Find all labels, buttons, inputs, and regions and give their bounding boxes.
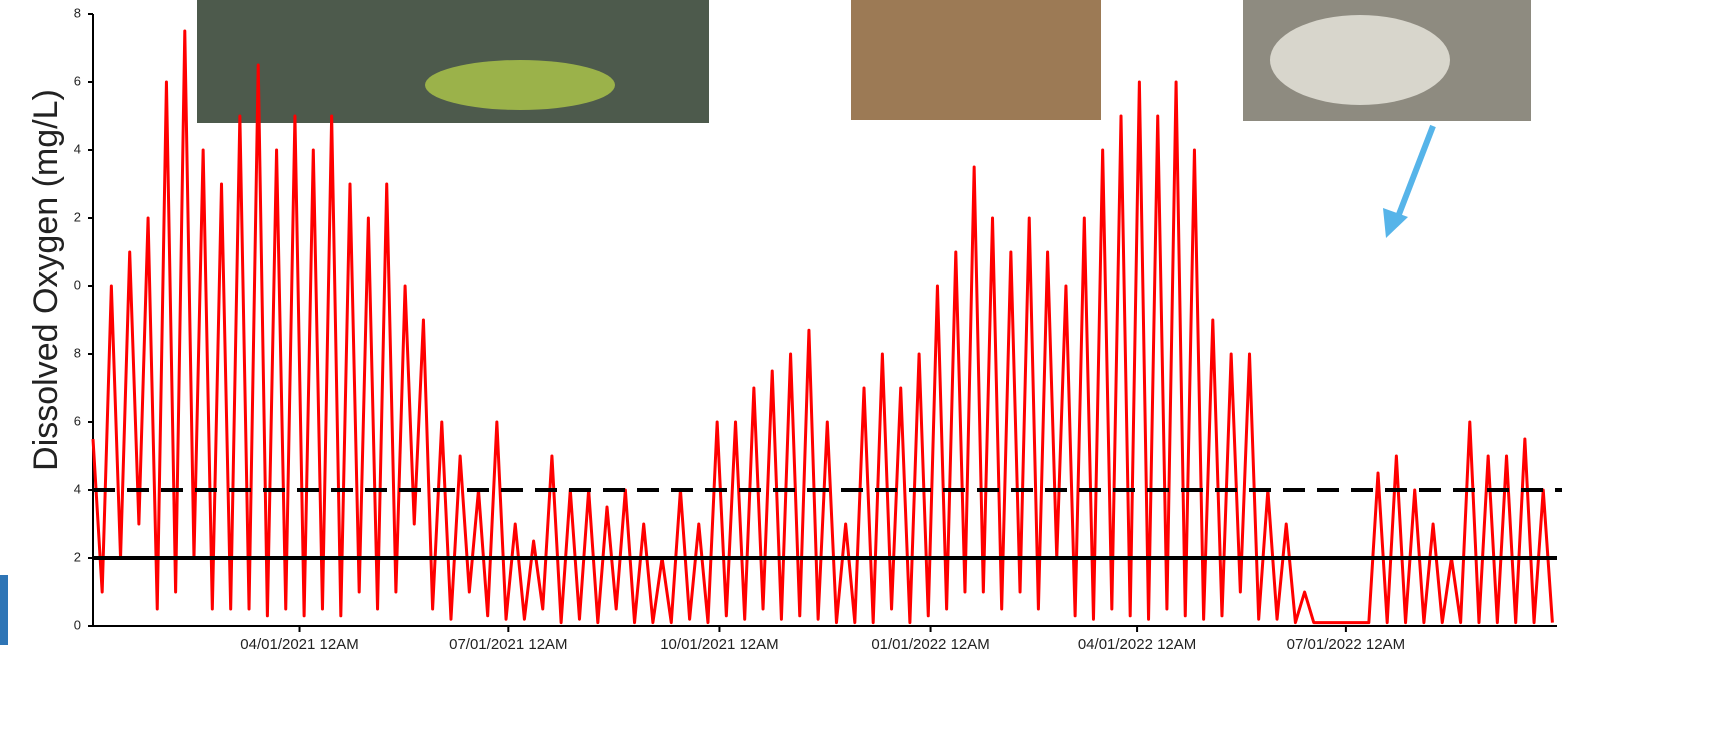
x-tick-label: 07/01/2021 12AM xyxy=(449,636,567,653)
photo xyxy=(197,0,709,123)
x-tick-label: 04/01/2021 12AM xyxy=(240,636,358,653)
y-tick-label: 2 xyxy=(74,549,81,564)
y-tick-label: 2 xyxy=(74,209,81,224)
x-tick-label: 01/01/2022 12AM xyxy=(871,636,989,653)
y-tick-label: 8 xyxy=(74,5,81,20)
y-tick-label: 0 xyxy=(74,617,81,632)
photo-detail xyxy=(1270,15,1450,105)
y-tick-label: 0 xyxy=(74,277,81,292)
photo-detail xyxy=(425,60,615,110)
side-bar xyxy=(0,575,8,645)
y-tick-label: 8 xyxy=(74,345,81,360)
arrow-head xyxy=(1383,208,1408,238)
y-tick-label: 6 xyxy=(74,73,81,88)
y-tick-label: 4 xyxy=(74,481,81,496)
photo xyxy=(851,0,1101,120)
y-tick-label: 6 xyxy=(74,413,81,428)
y-axis-label: Dissolved Oxygen (mg/L) xyxy=(27,89,65,471)
x-tick-label: 10/01/2021 12AM xyxy=(660,636,778,653)
x-tick-label: 07/01/2022 12AM xyxy=(1287,636,1405,653)
x-tick-label: 04/01/2022 12AM xyxy=(1078,636,1196,653)
data-line xyxy=(91,29,1554,625)
arrow xyxy=(1393,124,1436,224)
y-tick-label: 4 xyxy=(74,141,81,156)
